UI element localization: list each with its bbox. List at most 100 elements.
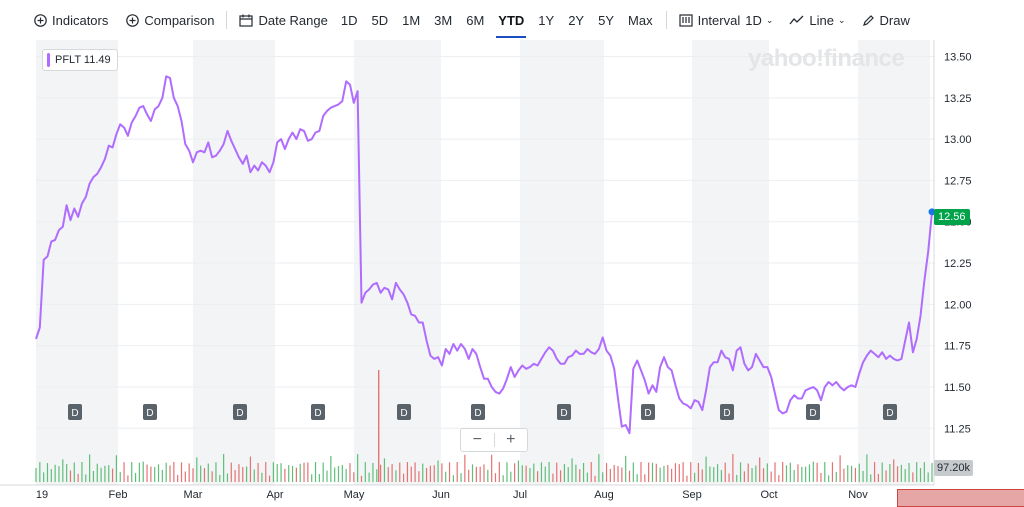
chart-type-button[interactable]: Line ⌄ xyxy=(783,0,851,40)
volume-bar xyxy=(556,462,558,482)
volume-bar xyxy=(196,457,198,482)
volume-bar xyxy=(249,456,252,482)
volume-bar xyxy=(835,471,837,482)
volume-bar xyxy=(774,462,776,482)
volume-bar xyxy=(410,466,412,482)
volume-bar xyxy=(751,468,753,482)
volume-bar xyxy=(311,474,313,482)
volume-bar xyxy=(877,473,879,482)
volume-bar xyxy=(912,472,914,482)
volume-bar xyxy=(870,474,872,482)
volume-bar xyxy=(582,462,585,482)
volume-bar xyxy=(460,473,462,482)
draw-button[interactable]: Draw xyxy=(856,0,916,40)
dividend-marker: D xyxy=(883,404,897,420)
x-tick-label: Apr xyxy=(266,489,283,501)
volume-bar xyxy=(85,474,87,482)
volume-bar xyxy=(502,475,504,482)
range-3m[interactable]: 3M xyxy=(434,12,453,28)
volume-bar xyxy=(896,466,899,482)
y-tick-label: 12.75 xyxy=(944,175,972,187)
volume-bar xyxy=(621,467,623,482)
volume-bar xyxy=(54,464,56,482)
volume-bar xyxy=(617,466,619,482)
line-chart-icon xyxy=(789,15,804,26)
range-navigator[interactable] xyxy=(897,489,1024,507)
volume-bar xyxy=(150,466,152,482)
range-1m[interactable]: 1M xyxy=(402,12,421,28)
volume-bar xyxy=(690,462,692,482)
volume-bar xyxy=(919,467,922,482)
volume-bar xyxy=(334,467,336,482)
volume-bar xyxy=(636,474,638,482)
range-ytd[interactable]: YTD xyxy=(491,0,531,40)
dividend-marker: D xyxy=(641,404,655,420)
volume-bar xyxy=(211,471,213,482)
chart-toolbar: Indicators Comparison Date Range 1D 5D 1… xyxy=(0,0,1024,40)
range-5y[interactable]: 5Y xyxy=(598,12,615,28)
volume-bar xyxy=(498,462,500,482)
volume-bar xyxy=(288,465,290,482)
volume-bar xyxy=(850,465,853,482)
date-range-button[interactable]: Date Range xyxy=(233,0,333,40)
calendar-icon xyxy=(239,14,254,27)
y-tick-label: 11.25 xyxy=(944,423,971,435)
volume-bar xyxy=(885,470,887,482)
volume-bar xyxy=(437,460,439,482)
volume-bar xyxy=(123,462,125,482)
volume-bar xyxy=(337,466,340,482)
dividend-label: D xyxy=(314,408,321,419)
volume-bar xyxy=(223,454,225,482)
volume-bar xyxy=(39,462,41,482)
volume-bar xyxy=(521,465,523,482)
volume-bar xyxy=(548,462,550,482)
comparison-button[interactable]: Comparison xyxy=(120,0,220,40)
volume-bar xyxy=(433,465,435,482)
volume-bar xyxy=(743,471,745,482)
indicators-button[interactable]: Indicators xyxy=(28,0,114,40)
volume-bar xyxy=(766,463,768,482)
range-1d[interactable]: 1D xyxy=(340,12,358,28)
volume-bar xyxy=(563,464,566,482)
dividend-marker: D xyxy=(311,404,325,420)
draw-label: Draw xyxy=(879,12,910,28)
zoom-in-button[interactable]: + xyxy=(506,431,516,448)
range-5d[interactable]: 5D xyxy=(371,12,389,28)
range-max[interactable]: Max xyxy=(628,12,653,28)
volume-bar xyxy=(448,462,451,482)
volume-bar xyxy=(188,463,190,482)
range-6m[interactable]: 6M xyxy=(466,12,485,28)
volume-bar xyxy=(816,462,818,482)
dividend-marker: D xyxy=(720,404,734,420)
volume-bar xyxy=(720,470,723,482)
dividend-marker: D xyxy=(397,404,411,420)
volume-bar xyxy=(46,463,49,482)
volume-bar xyxy=(900,464,902,482)
volume-bar xyxy=(180,462,183,482)
volume-bar xyxy=(475,466,477,482)
volume-bar xyxy=(395,470,397,482)
volume-bar xyxy=(192,468,194,482)
interval-button[interactable]: Interval 1D ⌄ xyxy=(673,0,780,40)
interval-label: Interval xyxy=(697,12,741,28)
volume-bar xyxy=(115,455,118,482)
volume-bar xyxy=(111,468,114,482)
volume-bar xyxy=(893,459,895,482)
range-2y[interactable]: 2Y xyxy=(568,12,585,28)
x-tick-label: 19 xyxy=(36,489,48,501)
volume-bar xyxy=(353,472,355,482)
x-tick-label: Sep xyxy=(682,489,702,501)
range-1y[interactable]: 1Y xyxy=(538,12,555,28)
last-point-marker xyxy=(928,208,936,216)
volume-bar xyxy=(671,468,673,482)
volume-bar xyxy=(376,469,378,482)
zoom-out-button[interactable]: − xyxy=(472,431,482,448)
volume-bar xyxy=(280,463,282,482)
volume-bar xyxy=(387,467,389,482)
volume-bar xyxy=(276,464,278,482)
ticker-badge[interactable]: PFLT 11.49 xyxy=(42,49,118,71)
volume-bar xyxy=(326,470,328,482)
volume-bar xyxy=(728,473,730,482)
